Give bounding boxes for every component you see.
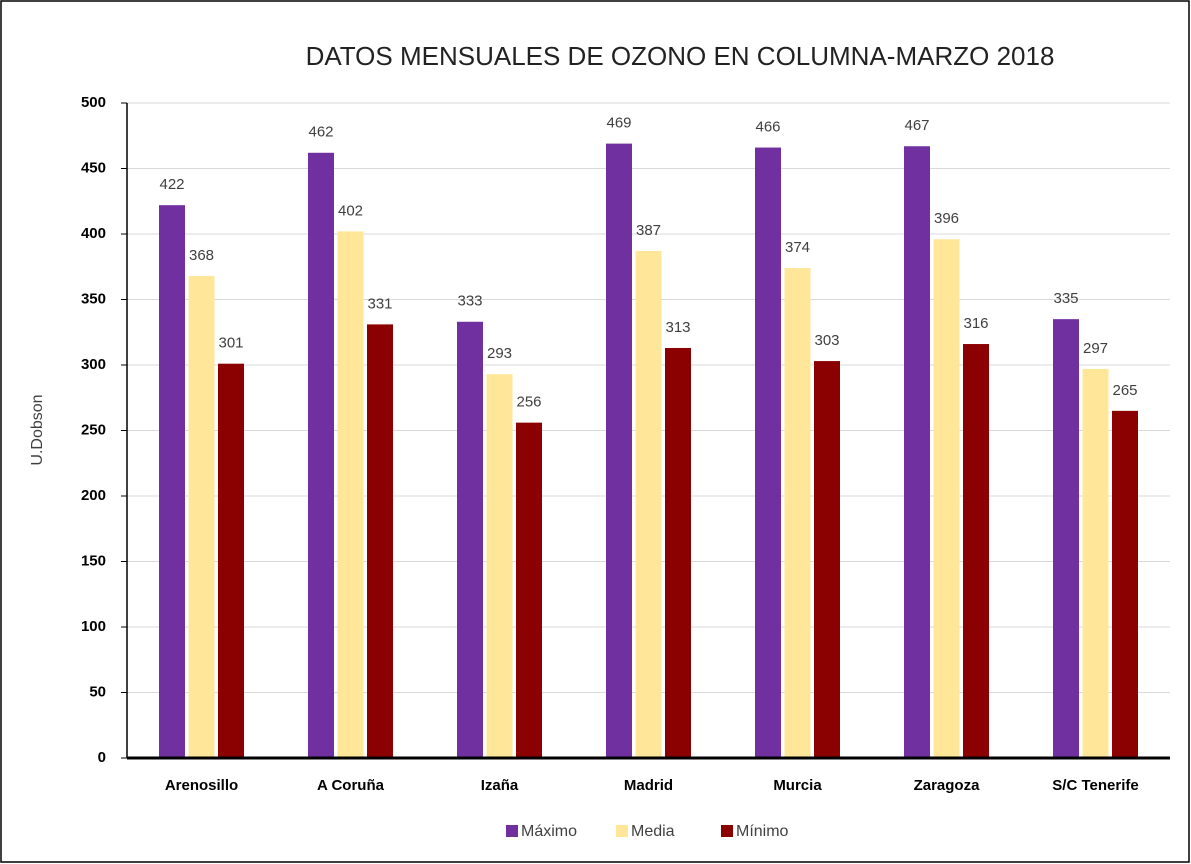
value-label: 466 bbox=[755, 119, 780, 136]
x-tick-label: Izaña bbox=[481, 777, 519, 794]
bar bbox=[635, 251, 662, 758]
legend-swatch bbox=[721, 825, 733, 837]
bar bbox=[516, 422, 542, 758]
value-label: 335 bbox=[1053, 290, 1078, 307]
y-tick-label: 50 bbox=[89, 683, 106, 700]
value-label: 333 bbox=[457, 293, 482, 310]
y-tick-label: 250 bbox=[81, 421, 106, 438]
value-label: 469 bbox=[606, 115, 631, 132]
bar bbox=[337, 231, 364, 758]
y-tick-label: 300 bbox=[81, 356, 106, 373]
x-tick-label: S/C Tenerife bbox=[1052, 777, 1138, 794]
value-label: 422 bbox=[159, 176, 184, 193]
y-tick-label: 400 bbox=[81, 225, 106, 242]
bar bbox=[1082, 368, 1109, 758]
value-label: 265 bbox=[1112, 382, 1137, 399]
value-label: 387 bbox=[636, 222, 661, 239]
legend-label: Máximo bbox=[521, 823, 577, 840]
value-label: 303 bbox=[814, 332, 839, 349]
y-tick-label: 200 bbox=[81, 487, 106, 504]
value-label: 293 bbox=[487, 345, 512, 362]
value-label: 256 bbox=[516, 394, 541, 411]
bar bbox=[486, 374, 513, 758]
value-label: 462 bbox=[308, 124, 333, 141]
x-tick-label: Zaragoza bbox=[914, 777, 981, 794]
chart-title: DATOS MENSUALES DE OZONO EN COLUMNA-MARZ… bbox=[306, 41, 1055, 71]
bar bbox=[1053, 319, 1079, 758]
legend-swatch bbox=[506, 825, 518, 837]
y-tick-label: 350 bbox=[81, 290, 106, 307]
y-tick-label: 0 bbox=[98, 749, 106, 766]
bar bbox=[755, 147, 781, 759]
y-tick-label: 150 bbox=[81, 552, 106, 569]
bar bbox=[963, 344, 989, 758]
value-label: 368 bbox=[189, 247, 214, 264]
bar bbox=[1112, 410, 1138, 758]
legend-label: Media bbox=[631, 823, 675, 840]
value-label: 316 bbox=[963, 315, 988, 332]
x-tick-label: Murcia bbox=[773, 777, 822, 794]
bar bbox=[784, 268, 811, 758]
bar bbox=[933, 239, 960, 759]
bar bbox=[665, 347, 691, 758]
bar bbox=[606, 143, 632, 759]
y-axis-title: U.Dobson bbox=[29, 394, 46, 465]
value-label: 313 bbox=[665, 319, 690, 336]
bar bbox=[218, 363, 244, 758]
bar bbox=[814, 361, 840, 758]
legend-label: Mínimo bbox=[736, 823, 789, 840]
bar bbox=[904, 146, 930, 759]
value-label: 396 bbox=[934, 210, 959, 227]
bar bbox=[308, 152, 334, 758]
value-label: 297 bbox=[1083, 340, 1108, 357]
y-tick-label: 500 bbox=[81, 94, 106, 111]
bar bbox=[367, 324, 393, 758]
value-label: 374 bbox=[785, 239, 810, 256]
bar bbox=[159, 205, 185, 758]
value-label: 402 bbox=[338, 202, 363, 219]
legend-swatch bbox=[616, 825, 628, 837]
y-tick-label: 450 bbox=[81, 159, 106, 176]
x-tick-label: Arenosillo bbox=[165, 777, 238, 794]
x-tick-label: A Coruña bbox=[317, 777, 385, 794]
value-label: 467 bbox=[904, 117, 929, 134]
bar bbox=[457, 321, 483, 758]
bar bbox=[188, 275, 215, 758]
x-tick-label: Madrid bbox=[624, 777, 673, 794]
value-label: 331 bbox=[367, 295, 392, 312]
value-label: 301 bbox=[218, 335, 243, 352]
y-tick-label: 100 bbox=[81, 618, 106, 635]
